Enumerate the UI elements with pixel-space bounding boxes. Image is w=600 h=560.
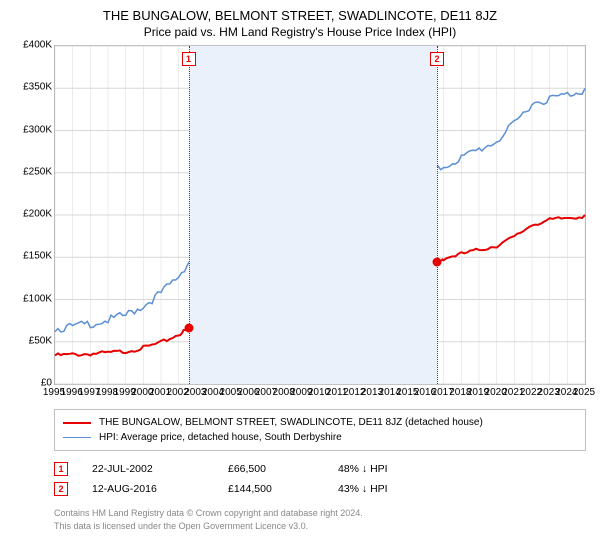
sale-marker-line xyxy=(189,46,190,384)
legend-item: THE BUNGALOW, BELMONT STREET, SWADLINCOT… xyxy=(63,415,577,430)
sale-marker-dot xyxy=(184,323,193,332)
footer-attribution: Contains HM Land Registry data © Crown c… xyxy=(54,507,586,532)
y-tick-label: £350K xyxy=(23,82,52,93)
legend-swatch xyxy=(63,437,91,438)
shade-region xyxy=(189,46,437,384)
sale-marker-icon: 1 xyxy=(54,462,68,476)
sales-table: 1 22-JUL-2002 £66,500 48% ↓ HPI 2 12-AUG… xyxy=(54,459,586,499)
y-tick-label: £400K xyxy=(23,40,52,51)
legend-swatch xyxy=(63,422,91,424)
footer-line: This data is licensed under the Open Gov… xyxy=(54,520,586,533)
footer-line: Contains HM Land Registry data © Crown c… xyxy=(54,507,586,520)
sale-marker-dot xyxy=(432,257,441,266)
x-axis: 1995199619971998199920002001200220032004… xyxy=(54,385,586,403)
y-tick-label: £50K xyxy=(29,335,52,346)
legend-item: HPI: Average price, detached house, Sout… xyxy=(63,430,577,445)
x-tick-label: 2025 xyxy=(573,387,595,398)
table-row: 2 12-AUG-2016 £144,500 43% ↓ HPI xyxy=(54,479,586,499)
chart-title: THE BUNGALOW, BELMONT STREET, SWADLINCOT… xyxy=(10,8,590,23)
chart-area: £0£50K£100K£150K£200K£250K£300K£350K£400… xyxy=(10,45,590,403)
sale-price: £144,500 xyxy=(228,483,338,495)
legend-label: THE BUNGALOW, BELMONT STREET, SWADLINCOT… xyxy=(99,415,483,430)
sale-price: £66,500 xyxy=(228,463,338,475)
sale-marker-box: 2 xyxy=(430,52,444,66)
chart-subtitle: Price paid vs. HM Land Registry's House … xyxy=(10,25,590,39)
sale-diff: 43% ↓ HPI xyxy=(338,483,586,495)
sale-marker-box: 1 xyxy=(182,52,196,66)
plot-area: 12 xyxy=(54,45,586,385)
sale-diff: 48% ↓ HPI xyxy=(338,463,586,475)
legend-label: HPI: Average price, detached house, Sout… xyxy=(99,430,342,445)
legend: THE BUNGALOW, BELMONT STREET, SWADLINCOT… xyxy=(54,409,586,451)
y-tick-label: £150K xyxy=(23,251,52,262)
y-axis: £0£50K£100K£150K£200K£250K£300K£350K£400… xyxy=(10,45,54,403)
y-tick-label: £200K xyxy=(23,209,52,220)
sale-marker-icon: 2 xyxy=(54,482,68,496)
y-tick-label: £250K xyxy=(23,166,52,177)
y-tick-label: £300K xyxy=(23,124,52,135)
table-row: 1 22-JUL-2002 £66,500 48% ↓ HPI xyxy=(54,459,586,479)
sale-date: 22-JUL-2002 xyxy=(68,463,228,475)
sale-date: 12-AUG-2016 xyxy=(68,483,228,495)
sale-marker-line xyxy=(437,46,438,384)
y-tick-label: £100K xyxy=(23,293,52,304)
